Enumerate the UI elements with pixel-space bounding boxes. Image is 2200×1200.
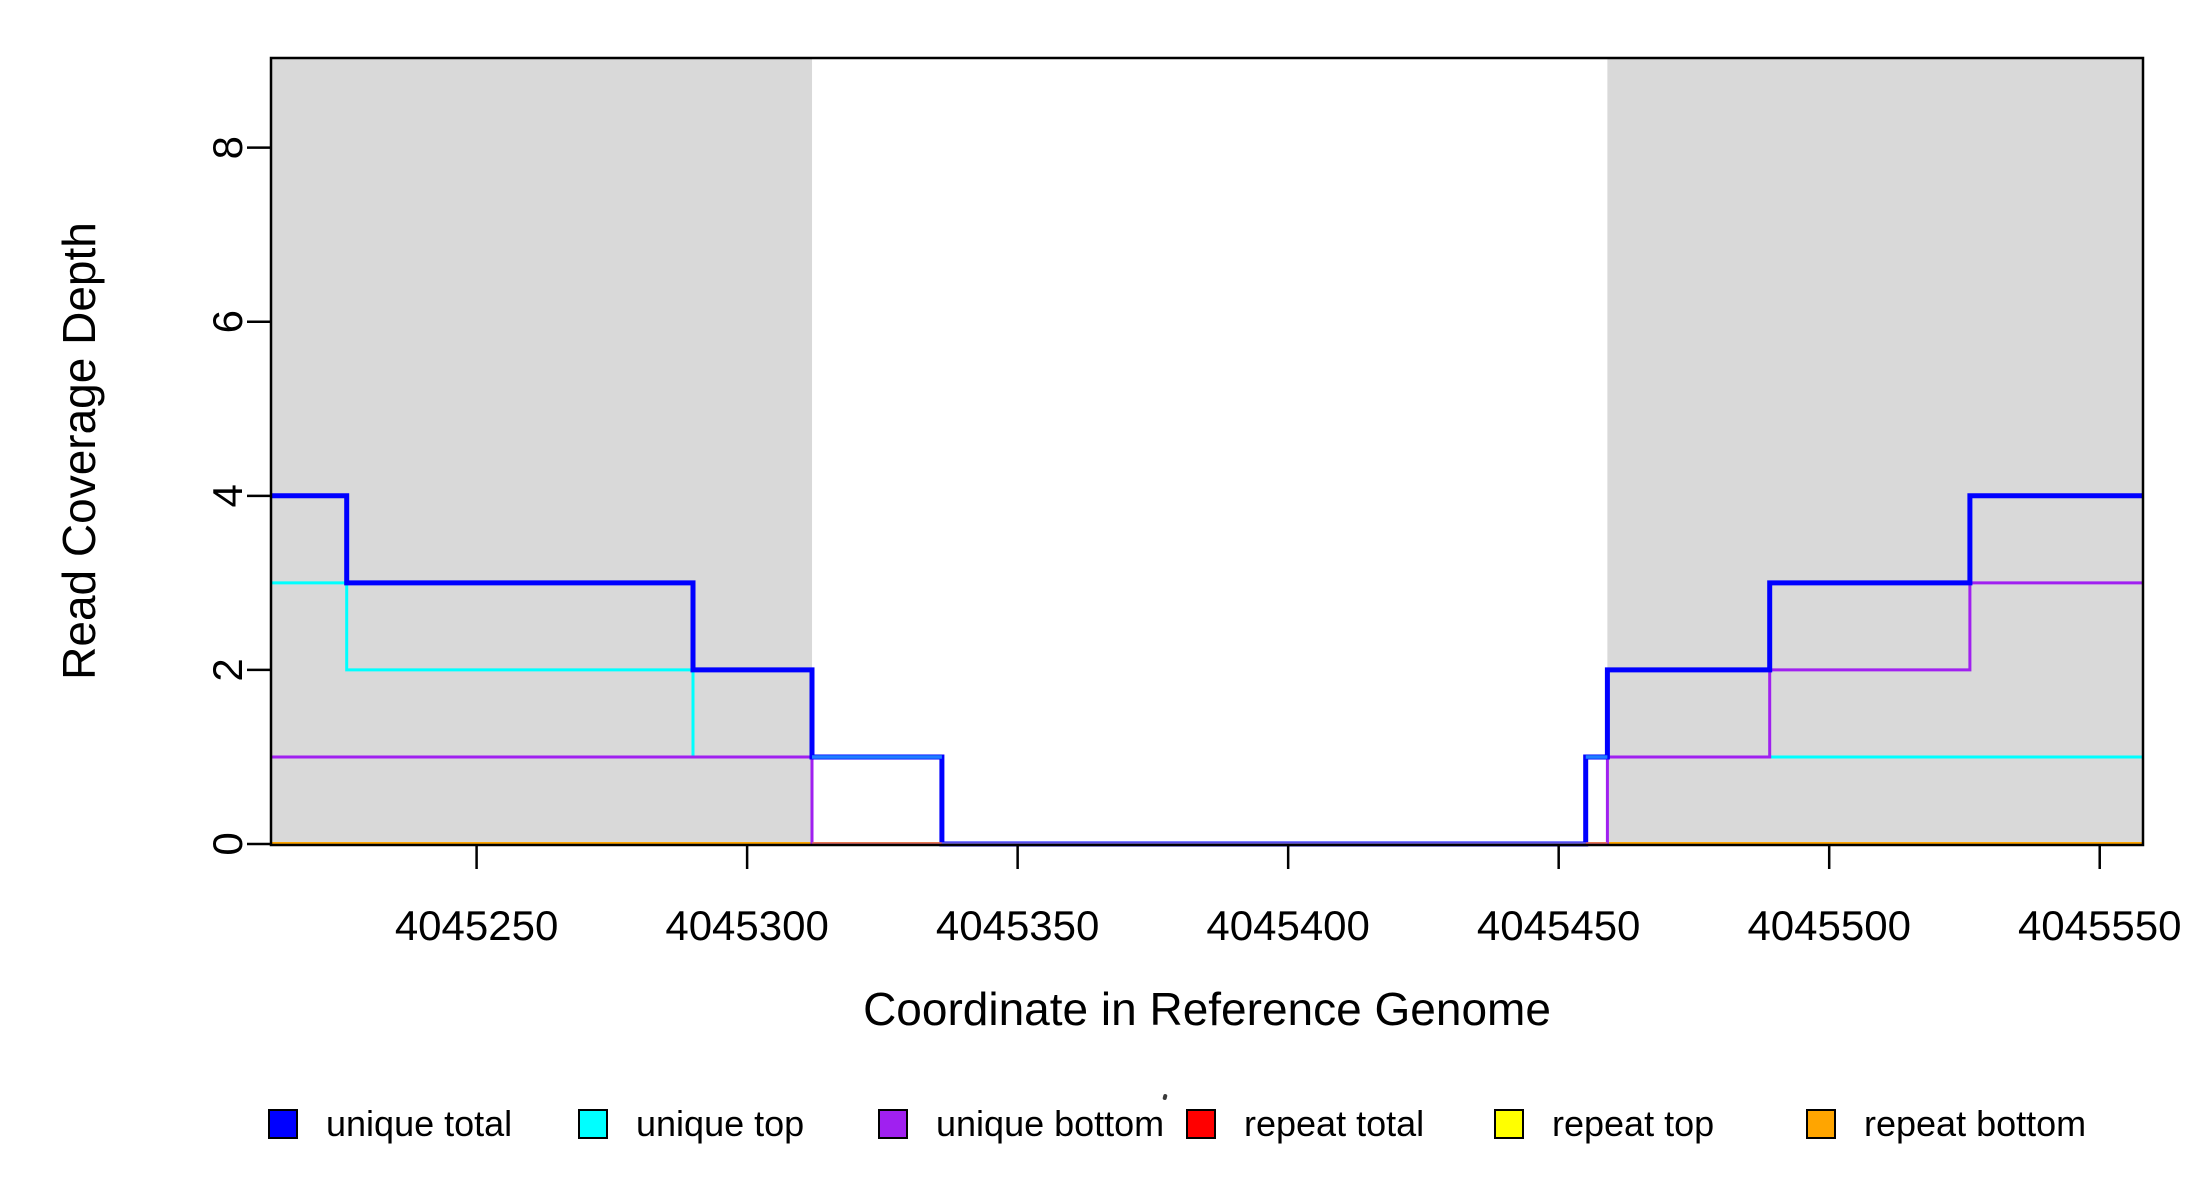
y-tick-label: 6 xyxy=(204,310,251,333)
x-tick-label: 4045450 xyxy=(1477,902,1641,949)
y-axis-ticks: 0 2 4 6 8 xyxy=(204,136,271,856)
plot-box xyxy=(269,56,2145,847)
x-tick-label: 4045550 xyxy=(2018,902,2182,949)
series-unique-bottom-line xyxy=(271,581,2143,846)
x-axis-ticks: 4045250 4045300 4045350 4045400 4045450 40455… xyxy=(395,845,2182,949)
x-tick-label: 4045300 xyxy=(665,902,829,949)
y-tick-label: 0 xyxy=(204,832,251,855)
overlap-line-overlays xyxy=(812,755,1608,846)
shaded-region xyxy=(1607,58,2143,844)
x-tick-label: 4045250 xyxy=(395,902,559,949)
x-tick-label: 4045400 xyxy=(1206,902,1370,949)
y-tick-label: 4 xyxy=(204,484,251,507)
shaded-regions xyxy=(271,58,2143,844)
y-tick-label: 2 xyxy=(204,658,251,681)
x-axis-title: Coordinate in Reference Genome xyxy=(863,983,1551,1035)
y-tick-label: 8 xyxy=(204,136,251,159)
y-axis-title: Read Coverage Depth xyxy=(53,222,105,680)
x-tick-label: 4045350 xyxy=(936,902,1100,949)
shaded-region xyxy=(271,58,813,844)
x-tick-label: 4045500 xyxy=(1747,902,1911,949)
